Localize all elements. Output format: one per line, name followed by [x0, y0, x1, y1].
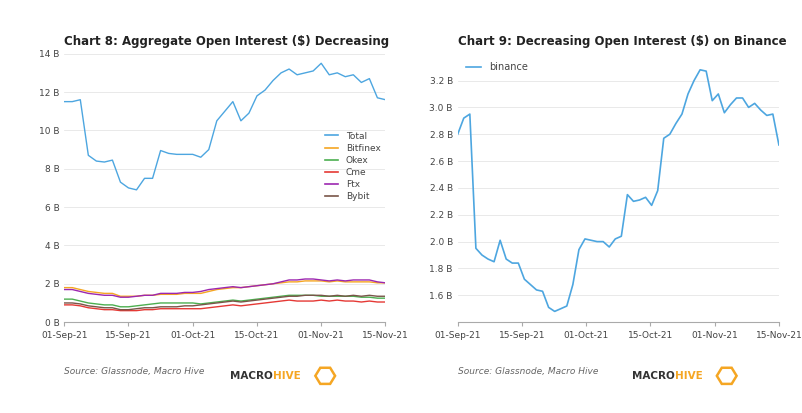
Text: HIVE: HIVE: [674, 371, 702, 381]
Text: MACRO: MACRO: [631, 371, 674, 381]
Legend: binance: binance: [462, 59, 531, 76]
Text: Chart 9: Decreasing Open Interest ($) on Binance: Chart 9: Decreasing Open Interest ($) on…: [457, 36, 785, 48]
Legend: Total, Bitfinex, Okex, Cme, Ftx, Bybit: Total, Bitfinex, Okex, Cme, Ftx, Bybit: [321, 128, 383, 205]
Text: Chart 8: Aggregate Open Interest ($) Decreasing: Chart 8: Aggregate Open Interest ($) Dec…: [64, 36, 389, 48]
Text: HIVE: HIVE: [273, 371, 301, 381]
Text: Source: Glassnode, Macro Hive: Source: Glassnode, Macro Hive: [457, 367, 597, 376]
Text: Source: Glassnode, Macro Hive: Source: Glassnode, Macro Hive: [64, 367, 205, 376]
Text: MACRO: MACRO: [230, 371, 273, 381]
